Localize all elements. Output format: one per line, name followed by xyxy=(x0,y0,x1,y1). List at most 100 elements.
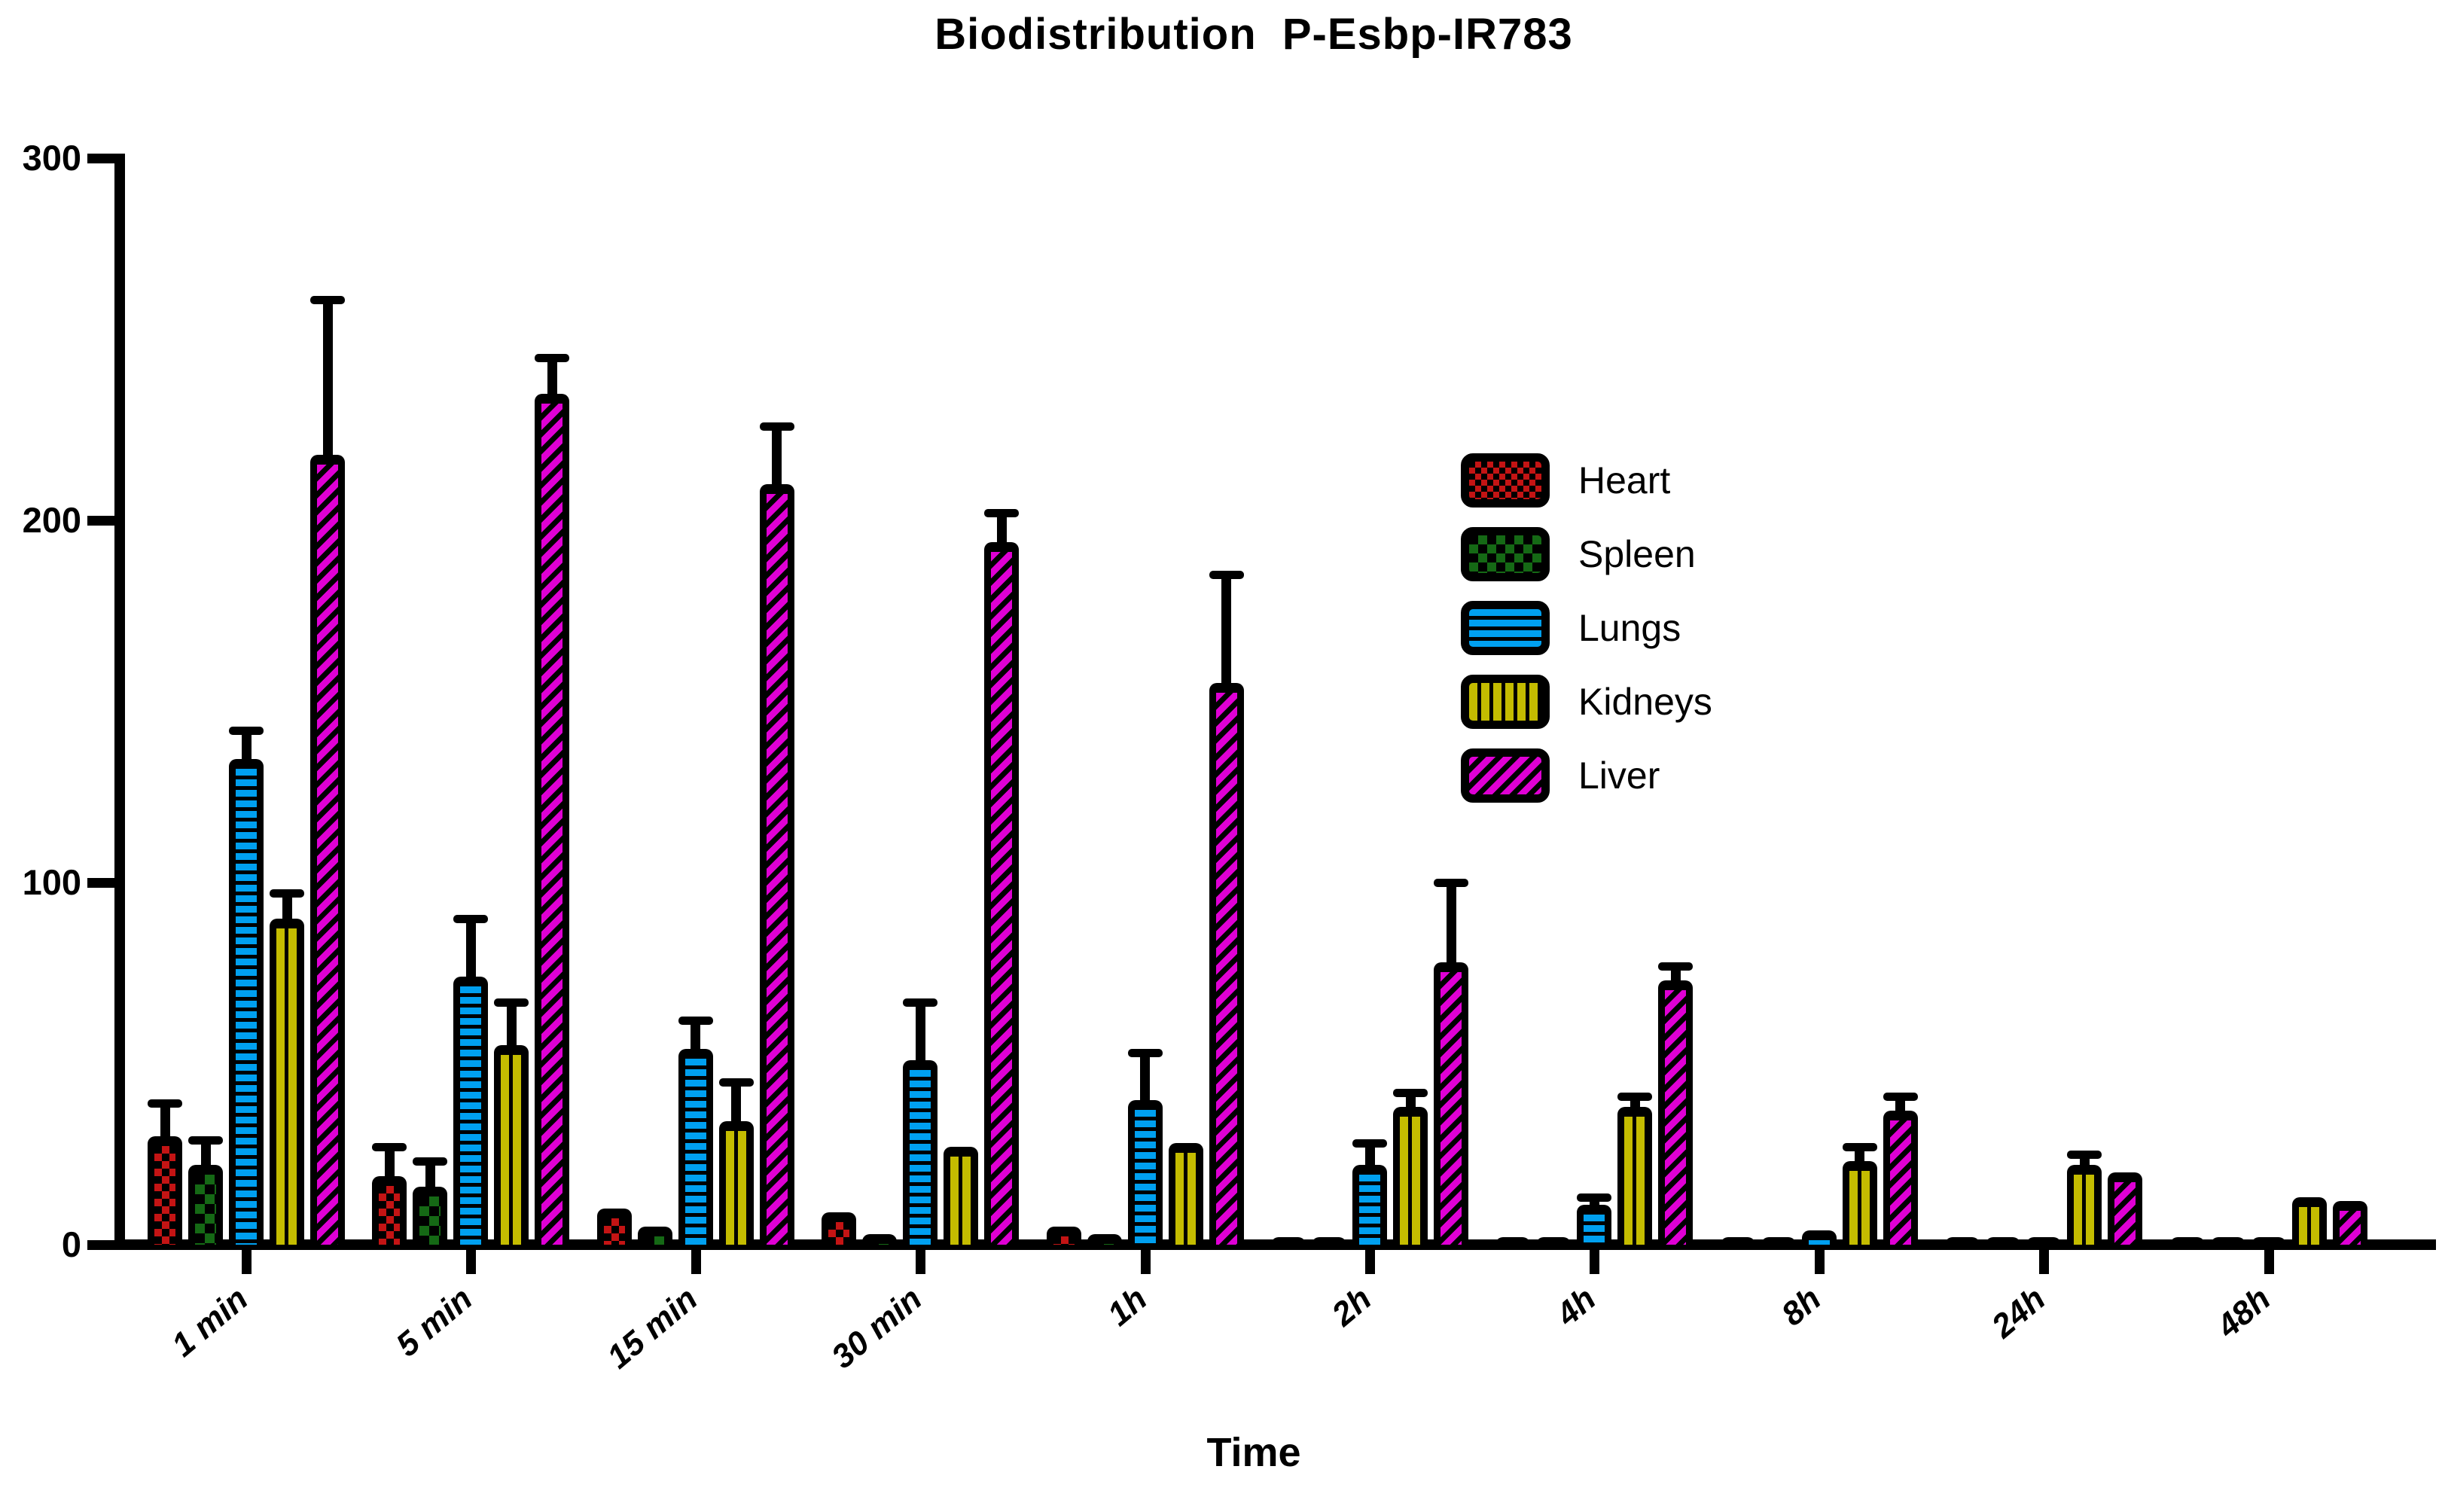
bar-spleen-8h xyxy=(1761,1237,1796,1247)
error-bar-cap xyxy=(413,1157,448,1166)
legend-label: Liver xyxy=(1578,754,1660,797)
bar-spleen-1min xyxy=(188,1165,223,1245)
error-bar-cap xyxy=(453,915,489,924)
error-bar-cap xyxy=(2067,1150,2102,1159)
bar-lungs-5min xyxy=(453,977,489,1245)
error-bar-cap xyxy=(494,998,529,1007)
bar-spleen-1h xyxy=(1087,1233,1122,1245)
x-axis-title: Time xyxy=(1206,1430,1301,1475)
legend-item-heart: Heart xyxy=(1461,453,1712,508)
bar-heart-4h xyxy=(1495,1237,1531,1247)
bar-lungs-15min xyxy=(678,1049,713,1245)
error-bar-stem xyxy=(1221,575,1232,703)
error-bar-cap xyxy=(984,509,1020,518)
bar-heart-15min xyxy=(596,1208,632,1245)
error-bar-cap xyxy=(535,353,570,362)
y-tick-label: 100 xyxy=(22,862,81,902)
bar-liver-5min xyxy=(535,393,570,1245)
error-bar-cap xyxy=(188,1136,223,1145)
bar-lungs-2h xyxy=(1352,1165,1387,1245)
bar-spleen-48h xyxy=(2210,1237,2245,1247)
error-bar-cap xyxy=(903,998,938,1007)
bar-spleen-30min xyxy=(862,1233,898,1245)
bar-kidneys-1min xyxy=(270,919,304,1245)
legend-item-kidneys: Kidneys xyxy=(1461,674,1712,730)
bar-spleen-24h xyxy=(1986,1237,2021,1247)
bar-heart-30min xyxy=(822,1212,857,1245)
y-tick-label: 300 xyxy=(22,138,81,178)
bar-kidneys-5min xyxy=(494,1045,529,1245)
bar-kidneys-48h xyxy=(2291,1197,2327,1245)
legend-label: Lungs xyxy=(1578,607,1681,649)
legend-swatch-liver xyxy=(1461,748,1550,803)
bar-liver-15min xyxy=(759,483,794,1245)
legend-item-spleen: Spleen xyxy=(1461,526,1712,582)
bar-spleen-4h xyxy=(1536,1237,1572,1247)
legend-swatch-spleen xyxy=(1461,527,1550,581)
y-tick xyxy=(87,154,116,163)
error-bar-cap xyxy=(1577,1193,1612,1203)
y-axis-line xyxy=(114,154,125,1250)
bar-kidneys-30min xyxy=(944,1147,979,1245)
error-bar-cap xyxy=(1658,962,1694,971)
error-bar-cap xyxy=(229,726,264,735)
legend-swatch-kidneys xyxy=(1461,675,1550,729)
legend-label: Spleen xyxy=(1578,533,1696,575)
bar-lungs-4h xyxy=(1577,1205,1612,1245)
error-bar-cap xyxy=(1883,1092,1918,1101)
error-bar-cap xyxy=(1842,1143,1877,1152)
bar-kidneys-8h xyxy=(1842,1161,1877,1245)
bar-liver-48h xyxy=(2332,1201,2367,1245)
y-tick xyxy=(87,516,116,526)
legend-item-lungs: Lungs xyxy=(1461,600,1712,656)
bar-lungs-24h xyxy=(2026,1237,2062,1247)
bar-lungs-48h xyxy=(2251,1237,2286,1247)
bar-heart-2h xyxy=(1271,1237,1306,1247)
bar-spleen-2h xyxy=(1312,1237,1346,1247)
error-bar-cap xyxy=(678,1016,713,1025)
x-tick xyxy=(2264,1250,2274,1274)
bar-liver-30min xyxy=(984,541,1020,1245)
bar-lungs-1h xyxy=(1127,1099,1163,1245)
y-tick xyxy=(87,878,116,888)
bar-lungs-1min xyxy=(229,759,264,1245)
bar-kidneys-4h xyxy=(1617,1107,1653,1245)
bar-spleen-5min xyxy=(413,1187,448,1245)
bar-liver-4h xyxy=(1658,980,1694,1245)
error-bar-cap xyxy=(372,1143,407,1152)
bar-heart-24h xyxy=(1945,1237,1980,1247)
x-tick xyxy=(916,1250,926,1274)
bar-heart-1h xyxy=(1046,1226,1081,1245)
bar-liver-8h xyxy=(1883,1111,1918,1245)
error-bar-stem xyxy=(1446,883,1456,982)
error-bar-cap xyxy=(1434,879,1468,887)
error-bar-cap xyxy=(1393,1088,1428,1097)
error-bar-cap xyxy=(1209,571,1244,580)
error-bar-cap xyxy=(1617,1092,1653,1101)
error-bar-cap xyxy=(718,1078,754,1087)
x-tick xyxy=(1814,1250,1825,1274)
error-bar-cap xyxy=(1127,1049,1163,1058)
bar-kidneys-2h xyxy=(1393,1107,1428,1245)
bar-liver-24h xyxy=(2108,1172,2143,1245)
chart-title: Biodistribution P-Esbp-IR783 xyxy=(934,10,1573,59)
x-tick xyxy=(242,1250,252,1274)
bar-liver-2h xyxy=(1434,962,1468,1245)
bar-heart-5min xyxy=(372,1175,407,1245)
legend: Heart Spleen Lungs Kidneys Liver xyxy=(1461,453,1712,822)
legend-label: Kidneys xyxy=(1578,681,1712,723)
x-tick xyxy=(691,1250,701,1274)
legend-swatch-heart xyxy=(1461,453,1550,508)
error-bar-cap xyxy=(1352,1139,1387,1148)
bar-kidneys-15min xyxy=(718,1121,754,1245)
x-tick xyxy=(466,1250,477,1274)
y-tick-label: 0 xyxy=(61,1224,81,1264)
error-bar-stem xyxy=(322,299,333,475)
error-bar-cap xyxy=(270,889,304,898)
legend-label: Heart xyxy=(1578,459,1671,501)
x-tick xyxy=(2039,1250,2050,1274)
bar-kidneys-1h xyxy=(1168,1143,1203,1245)
bar-spleen-15min xyxy=(637,1226,672,1245)
error-bar-cap xyxy=(310,295,345,304)
